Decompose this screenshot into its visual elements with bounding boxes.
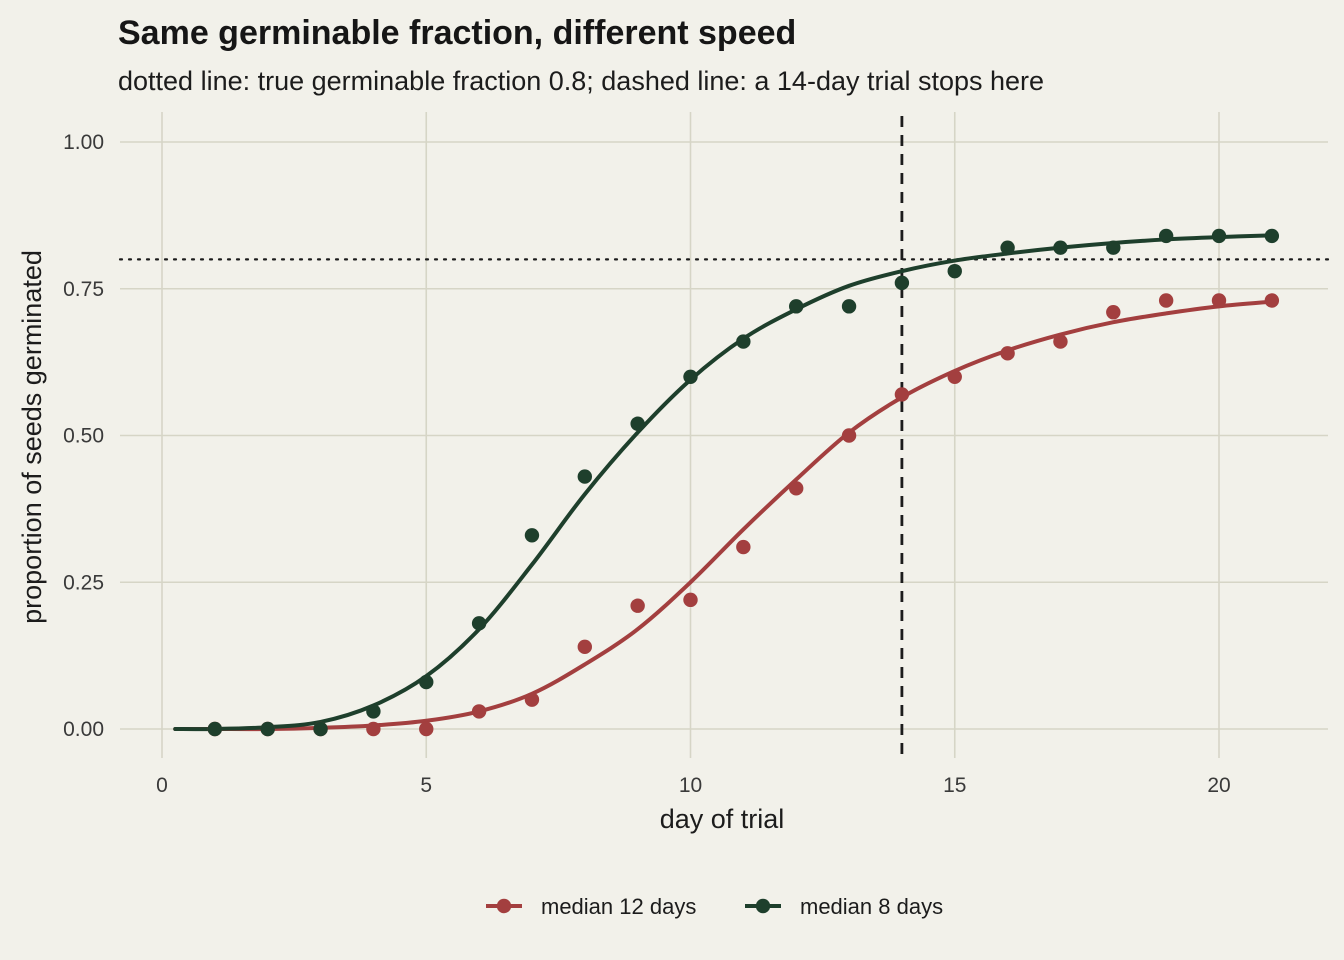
point-median-8-days xyxy=(471,616,487,631)
point-median-8-days xyxy=(1000,240,1015,255)
x-tick-label: 5 xyxy=(420,774,432,797)
point-median-12-days xyxy=(947,369,962,384)
legend-item-median-8-days: median 8 days xyxy=(745,894,943,919)
gridlines xyxy=(120,112,1328,758)
point-median-12-days xyxy=(524,692,540,707)
y-tick-label: 0.00 xyxy=(63,718,104,741)
point-median-12-days xyxy=(630,598,645,613)
point-median-8-days xyxy=(894,275,910,291)
point-median-8-days xyxy=(577,469,592,484)
x-tick-label: 10 xyxy=(679,774,702,797)
legend: median 12 days median 8 days xyxy=(486,894,943,919)
point-median-8-days xyxy=(841,299,857,314)
chart-title: Same germinable fraction, different spee… xyxy=(118,14,796,52)
point-median-8-days xyxy=(630,416,645,431)
x-axis-title: day of trial xyxy=(660,804,785,834)
data-points xyxy=(207,228,1280,737)
point-median-8-days xyxy=(947,263,962,279)
x-tick-label: 15 xyxy=(943,774,966,797)
point-median-12-days xyxy=(736,539,751,555)
point-median-12-days xyxy=(1264,293,1280,308)
y-tick-label: 1.00 xyxy=(63,131,104,154)
point-median-8-days xyxy=(207,721,223,737)
legend-label: median 12 days xyxy=(541,894,696,919)
point-median-8-days xyxy=(524,528,540,543)
point-median-12-days xyxy=(419,721,434,737)
point-median-8-days xyxy=(1158,228,1174,244)
legend-swatch-point xyxy=(496,898,512,914)
point-median-12-days xyxy=(1158,293,1174,308)
point-median-12-days xyxy=(471,704,487,719)
point-median-8-days xyxy=(1106,240,1121,255)
point-median-12-days xyxy=(1053,334,1068,349)
point-median-12-days xyxy=(1211,293,1227,308)
point-median-8-days xyxy=(1264,228,1280,244)
point-median-8-days xyxy=(683,369,698,384)
point-median-12-days xyxy=(894,387,910,402)
point-median-8-days xyxy=(260,721,275,737)
y-tick-label: 0.50 xyxy=(63,425,104,448)
point-median-12-days xyxy=(1000,346,1015,361)
legend-label: median 8 days xyxy=(800,894,943,919)
chart-subtitle: dotted line: true germinable fraction 0.… xyxy=(118,66,1044,96)
x-tick-label: 20 xyxy=(1207,774,1230,797)
point-median-8-days xyxy=(736,334,751,349)
point-median-12-days xyxy=(841,428,857,443)
tick-labels: 0 5 10 15 20 0.00 0.25 0.50 0.75 1.00 xyxy=(63,131,1231,797)
point-median-8-days xyxy=(366,704,381,719)
point-median-12-days xyxy=(366,721,381,737)
legend-swatch-point xyxy=(755,898,771,914)
point-median-8-days xyxy=(1053,240,1068,255)
point-median-12-days xyxy=(683,592,698,608)
y-tick-label: 0.75 xyxy=(63,278,104,301)
y-tick-label: 0.25 xyxy=(63,571,104,594)
reference-lines xyxy=(118,116,1330,758)
x-tick-label: 0 xyxy=(156,774,168,797)
point-median-8-days xyxy=(789,299,804,314)
point-median-12-days xyxy=(577,639,592,655)
point-median-12-days xyxy=(789,481,804,496)
point-median-8-days xyxy=(313,721,328,737)
point-median-12-days xyxy=(1106,305,1121,320)
curve-median-12-days xyxy=(173,299,1274,732)
point-median-8-days xyxy=(419,674,434,690)
point-median-8-days xyxy=(1211,228,1227,244)
y-axis-title: proportion of seeds germinated xyxy=(17,250,47,624)
legend-item-median-12-days: median 12 days xyxy=(486,894,696,919)
